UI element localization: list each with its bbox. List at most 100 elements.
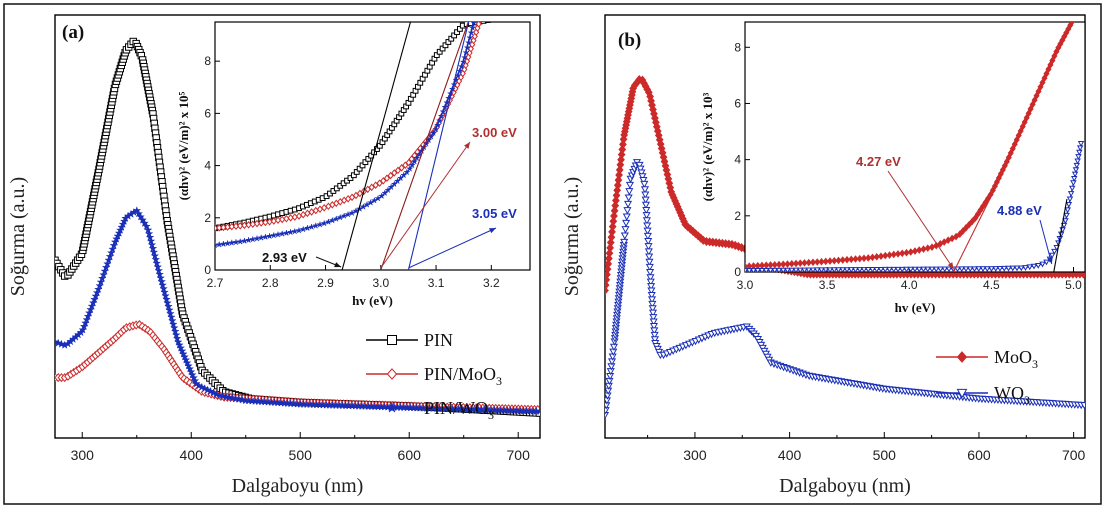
data-point xyxy=(911,266,919,272)
data-point xyxy=(152,258,162,268)
data-point xyxy=(959,227,966,235)
data-point xyxy=(1023,113,1030,122)
data-point xyxy=(348,209,356,217)
inset-y-axis-label: (αhv)² (eV/m)² x 10⁵ xyxy=(176,91,191,200)
data-point xyxy=(155,269,165,279)
data-point xyxy=(643,222,652,230)
data-point xyxy=(615,165,624,175)
data-point xyxy=(642,212,651,220)
data-point xyxy=(954,266,961,272)
data-point xyxy=(622,213,631,221)
data-point xyxy=(956,351,968,363)
data-point xyxy=(979,266,987,272)
inset-frame xyxy=(214,21,531,271)
data-point xyxy=(620,238,629,247)
inset-y-axis-label: (αhv)² (eV/m)² x 10³ xyxy=(700,92,715,201)
data-point xyxy=(958,266,965,272)
data-point xyxy=(408,161,416,169)
data-point xyxy=(856,254,863,263)
panel-a: 300 400 500 600 700 Dalgaboyu (nm) Soğurma (a.… xyxy=(7,14,541,497)
data-point xyxy=(427,132,435,140)
data-point xyxy=(433,121,442,129)
data-point xyxy=(623,200,633,209)
inset-x-tick-label: 4.5 xyxy=(983,278,1000,292)
data-point xyxy=(1027,105,1034,113)
data-point xyxy=(158,280,168,289)
data-point xyxy=(972,214,979,222)
data-point xyxy=(809,267,817,272)
panel-label: (a) xyxy=(62,22,84,43)
data-point xyxy=(613,185,622,195)
data-point xyxy=(865,267,872,272)
data-point xyxy=(148,243,158,253)
data-point xyxy=(937,266,944,272)
data-point xyxy=(609,216,618,226)
data-point xyxy=(138,215,148,224)
data-point xyxy=(162,294,171,304)
data-point xyxy=(814,267,821,272)
inset-x-tick-label: 2.7 xyxy=(207,276,224,290)
arrow-head xyxy=(947,262,954,269)
data-point xyxy=(215,224,219,233)
data-point xyxy=(1035,262,1042,269)
data-point xyxy=(364,185,371,194)
data-point xyxy=(176,343,186,352)
data-point xyxy=(647,296,657,304)
data-point xyxy=(641,191,650,199)
series-PIN/WO3 xyxy=(55,205,540,416)
data-point xyxy=(848,267,855,272)
data-point xyxy=(645,263,654,272)
data-point xyxy=(1073,162,1081,169)
data-point xyxy=(1022,265,1029,271)
data-point xyxy=(771,267,778,272)
annotation-label: 3.00 eV xyxy=(472,125,517,140)
data-point xyxy=(167,316,177,325)
data-point xyxy=(157,277,167,286)
data-point xyxy=(869,267,876,272)
data-point xyxy=(1031,96,1038,104)
data-point xyxy=(140,218,149,227)
data-point xyxy=(142,221,151,231)
data-point xyxy=(843,267,851,272)
data-point xyxy=(805,258,812,267)
legend-entry: PIN xyxy=(366,330,453,350)
data-point xyxy=(228,222,235,231)
data-point xyxy=(788,259,795,268)
data-point xyxy=(163,298,172,307)
data-point xyxy=(462,48,470,56)
data-point xyxy=(439,107,447,115)
data-point xyxy=(159,284,169,293)
data-point xyxy=(161,291,170,300)
legend-entry: PIN/WO3 xyxy=(366,398,494,422)
data-point xyxy=(967,266,974,272)
inset-x-axis-label: hv (eV) xyxy=(352,293,393,308)
data-point xyxy=(956,388,968,399)
data-point xyxy=(645,253,654,261)
legend-label-subscript: 3 xyxy=(496,374,502,388)
data-point xyxy=(649,318,658,326)
inset-series-MoO3 xyxy=(745,22,1075,271)
data-point xyxy=(216,224,223,232)
data-point xyxy=(647,287,656,295)
x-tick-label: 300 xyxy=(683,447,707,463)
data-point xyxy=(648,305,657,313)
data-point xyxy=(916,266,923,272)
data-point xyxy=(1049,56,1056,65)
data-point xyxy=(882,266,889,272)
data-point xyxy=(1026,264,1033,271)
data-point xyxy=(1007,149,1014,157)
data-point xyxy=(805,267,812,272)
inset-series-WO3 xyxy=(745,141,1085,272)
inset-x-tick-label: 3.5 xyxy=(819,278,836,292)
data-point xyxy=(642,217,651,225)
inset-y-tick-label: 8 xyxy=(734,40,741,54)
data-point xyxy=(625,181,635,190)
data-point xyxy=(1075,154,1082,160)
data-point xyxy=(992,266,999,272)
data-point xyxy=(1019,122,1026,131)
data-point xyxy=(1051,248,1058,255)
data-point xyxy=(620,232,629,240)
data-point xyxy=(406,164,414,172)
data-point xyxy=(792,259,800,268)
data-point xyxy=(835,256,842,265)
